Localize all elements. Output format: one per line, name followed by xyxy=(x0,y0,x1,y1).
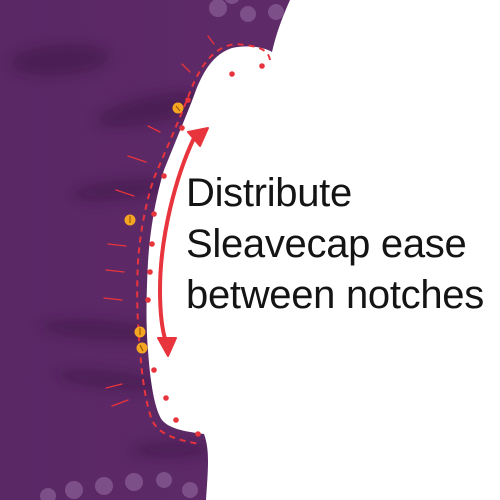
pin-dot xyxy=(173,417,179,423)
distribute-arrow-icon xyxy=(157,127,209,357)
caption-line-2: Sleavecap ease xyxy=(186,222,467,266)
notch-icon xyxy=(134,326,146,338)
instruction-caption: Distribute Sleavecap ease between notche… xyxy=(186,168,496,321)
pin-dot xyxy=(149,241,155,247)
pin-dot xyxy=(259,63,265,69)
pin-dot xyxy=(195,431,201,437)
pin-dot xyxy=(161,173,167,179)
notch-markers xyxy=(124,102,184,354)
pin-dot xyxy=(147,269,153,275)
pin-dot xyxy=(151,367,157,373)
pin-dots xyxy=(145,63,265,437)
pin-dot xyxy=(185,97,191,103)
caption-line-3: between notches xyxy=(186,273,484,317)
pin-dot xyxy=(151,211,157,217)
notch-icon xyxy=(136,342,148,354)
pin-dot xyxy=(229,71,235,77)
fabric-folds xyxy=(10,43,210,458)
caption-line-1: Distribute xyxy=(186,171,352,215)
ease-tick-marks xyxy=(103,35,215,407)
notch-icon xyxy=(124,214,136,226)
polka-dots-top xyxy=(209,0,284,22)
seam-stitch-line xyxy=(136,42,271,445)
pin-dot xyxy=(145,297,151,303)
pin-dot xyxy=(179,125,185,131)
polka-dots-bottom xyxy=(40,472,198,500)
notch-icon xyxy=(172,102,184,114)
pin-dot xyxy=(163,395,169,401)
